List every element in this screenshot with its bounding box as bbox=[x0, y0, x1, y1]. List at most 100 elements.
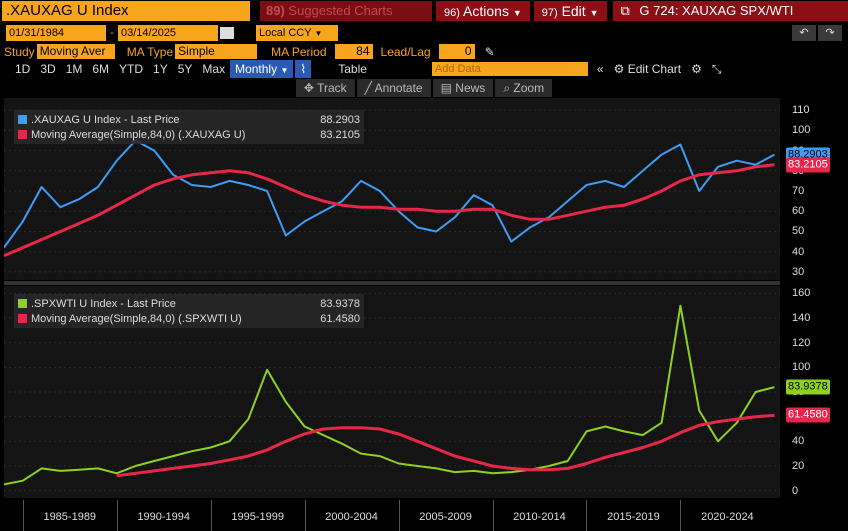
chevron-down-icon: ▼ bbox=[314, 29, 323, 38]
currency-select[interactable]: Local CCY ▼ bbox=[256, 25, 338, 41]
moving-average-line bbox=[3, 163, 775, 258]
move-icon: ✥ bbox=[303, 81, 314, 95]
end-date-field[interactable]: 03/14/2025 bbox=[118, 25, 218, 41]
ma-period-field[interactable]: 84 bbox=[334, 44, 373, 59]
edit-button[interactable]: 97) Edit ▼ bbox=[533, 1, 607, 21]
upper-legend: .XAUXAG U Index - Last Price 88.2903 Movi… bbox=[14, 110, 364, 144]
expand-icon[interactable]: ⤡ bbox=[711, 62, 722, 76]
x-tick-label: 2020-2024 bbox=[701, 511, 754, 523]
y-tick-label: 60 bbox=[792, 205, 805, 218]
range-max[interactable]: Max bbox=[202, 62, 226, 76]
news-label: News bbox=[455, 81, 486, 95]
external-link-icon[interactable]: ⧉ bbox=[620, 3, 630, 18]
redo-icon[interactable]: ↷ bbox=[818, 25, 842, 41]
ma-period-label: MA Period bbox=[271, 44, 327, 59]
zoom-label: Zoom bbox=[513, 81, 545, 95]
y-tick-label: 110 bbox=[792, 104, 810, 117]
x-tick-label: 2005-2009 bbox=[419, 511, 472, 523]
edit-chart-button[interactable]: ⚙ Edit Chart bbox=[609, 60, 686, 78]
upper-chart-panel[interactable]: .XAUXAG U Index - Last Price 88.2903 Movi… bbox=[3, 98, 780, 280]
pencil-icon: ╱ bbox=[364, 81, 372, 95]
study-select[interactable]: Moving Aver bbox=[36, 44, 115, 59]
legend-label: Moving Average(Simple,84,0) (.SPXWTI U) bbox=[31, 312, 242, 325]
leadlag-label: Lead/Lag bbox=[380, 44, 431, 59]
date-bar: 01/31/1984 - 03/14/2025 Local CCY ▼ ↶ ↷ bbox=[0, 24, 848, 42]
x-separator bbox=[22, 500, 24, 531]
pencil-icon[interactable]: ✎ bbox=[484, 44, 495, 59]
panel-divider[interactable] bbox=[4, 281, 780, 285]
collapse-icon[interactable]: « bbox=[596, 62, 604, 76]
y-tick-label: 20 bbox=[792, 459, 805, 472]
actions-label: Actions bbox=[463, 3, 509, 19]
x-tick-label: 2015-2019 bbox=[607, 511, 660, 523]
lower-chart-panel[interactable]: .SPXWTI U Index - Last Price 83.9378 Movi… bbox=[3, 286, 780, 498]
legend-value: 61.4580 bbox=[320, 312, 360, 325]
legend-entry: Moving Average(Simple,84,0) (.XAUXAG U) 8… bbox=[18, 127, 360, 142]
suggested-charts-button[interactable]: 89) Suggested Charts bbox=[260, 1, 432, 21]
last-value-tag: 83.9378 bbox=[786, 379, 830, 395]
news-icon: ▤ bbox=[440, 81, 452, 95]
annotate-tool[interactable]: ╱ Annotate bbox=[356, 79, 431, 97]
range-6m[interactable]: 6M bbox=[92, 62, 110, 76]
leadlag-field[interactable]: 0 bbox=[438, 44, 475, 59]
x-separator bbox=[680, 500, 682, 531]
x-separator bbox=[398, 500, 400, 531]
legend-swatch bbox=[18, 130, 27, 139]
y-tick-label: 70 bbox=[792, 185, 805, 198]
calendar-icon[interactable] bbox=[220, 27, 234, 39]
annotate-label: Annotate bbox=[374, 81, 423, 95]
x-tick-label: 1985-1989 bbox=[43, 511, 97, 523]
y-tick-label: 120 bbox=[792, 336, 811, 349]
legend-swatch bbox=[18, 299, 27, 308]
legend-entry: .SPXWTI U Index - Last Price 83.9378 bbox=[18, 296, 360, 311]
legend-value: 83.9378 bbox=[320, 297, 360, 310]
line-chart-icon[interactable]: ⌇ bbox=[295, 60, 312, 78]
legend-entry: Moving Average(Simple,84,0) (.SPXWTI U) 6… bbox=[18, 311, 360, 326]
range-1d[interactable]: 1D bbox=[15, 62, 31, 76]
range-ytd[interactable]: YTD bbox=[119, 62, 144, 76]
add-data-input[interactable]: Add Data bbox=[431, 62, 588, 76]
magnifier-icon: ⌕ bbox=[503, 81, 511, 95]
legend-swatch bbox=[18, 115, 27, 124]
y-tick-label: 40 bbox=[792, 435, 805, 448]
last-value-tag: 83.2105 bbox=[786, 157, 830, 173]
actions-key: 96) bbox=[444, 7, 460, 19]
x-separator bbox=[586, 500, 588, 531]
x-separator bbox=[492, 500, 494, 531]
track-tool[interactable]: ✥ Track bbox=[295, 79, 355, 97]
chevron-down-icon: ▼ bbox=[280, 66, 289, 75]
zoom-tool[interactable]: ⌕ Zoom bbox=[495, 79, 553, 97]
range-5y[interactable]: 5Y bbox=[177, 62, 193, 76]
range-1y[interactable]: 1Y bbox=[153, 62, 168, 76]
range-3d[interactable]: 3D bbox=[40, 62, 56, 76]
settings-icon[interactable]: ⚙ bbox=[691, 62, 702, 76]
y-tick-label: 160 bbox=[792, 287, 811, 300]
x-tick-label: 1990-1994 bbox=[137, 511, 191, 523]
legend-swatch bbox=[18, 314, 27, 323]
price-series-line bbox=[3, 304, 775, 486]
undo-icon[interactable]: ↶ bbox=[792, 25, 816, 41]
currency-label: Local CCY bbox=[259, 27, 312, 39]
chart-title-box: ⧉ G 724: XAUXAG SPX/WTI bbox=[612, 1, 848, 21]
frequency-select[interactable]: Monthly ▼ bbox=[230, 60, 294, 78]
lower-chart-svg bbox=[3, 292, 780, 492]
start-date-field[interactable]: 01/31/1984 bbox=[6, 25, 106, 41]
legend-entry: .XAUXAG U Index - Last Price 88.2903 bbox=[18, 112, 360, 127]
last-value-tag: 61.4580 bbox=[786, 407, 830, 423]
y-tick-label: 100 bbox=[792, 124, 811, 137]
security-field[interactable]: .XAUXAG U Index bbox=[2, 1, 250, 21]
top-bar: .XAUXAG U Index 89) Suggested Charts 96)… bbox=[0, 0, 848, 22]
lower-legend: .SPXWTI U Index - Last Price 83.9378 Movi… bbox=[14, 294, 364, 328]
edit-key: 97) bbox=[541, 7, 558, 19]
legend-label: .SPXWTI U Index - Last Price bbox=[31, 297, 176, 310]
actions-button[interactable]: 96) Actions ▼ bbox=[436, 1, 530, 21]
news-tool[interactable]: ▤ News bbox=[432, 79, 494, 97]
chart-title: G 724: XAUXAG SPX/WTI bbox=[639, 3, 794, 18]
range-1m[interactable]: 1M bbox=[65, 62, 83, 76]
ma-type-select[interactable]: Simple bbox=[175, 44, 258, 59]
y-tick-label: 40 bbox=[792, 245, 805, 258]
frequency-label: Monthly bbox=[235, 62, 278, 76]
x-tick-label: 2000-2004 bbox=[325, 511, 378, 523]
table-button[interactable]: Table bbox=[338, 62, 367, 76]
